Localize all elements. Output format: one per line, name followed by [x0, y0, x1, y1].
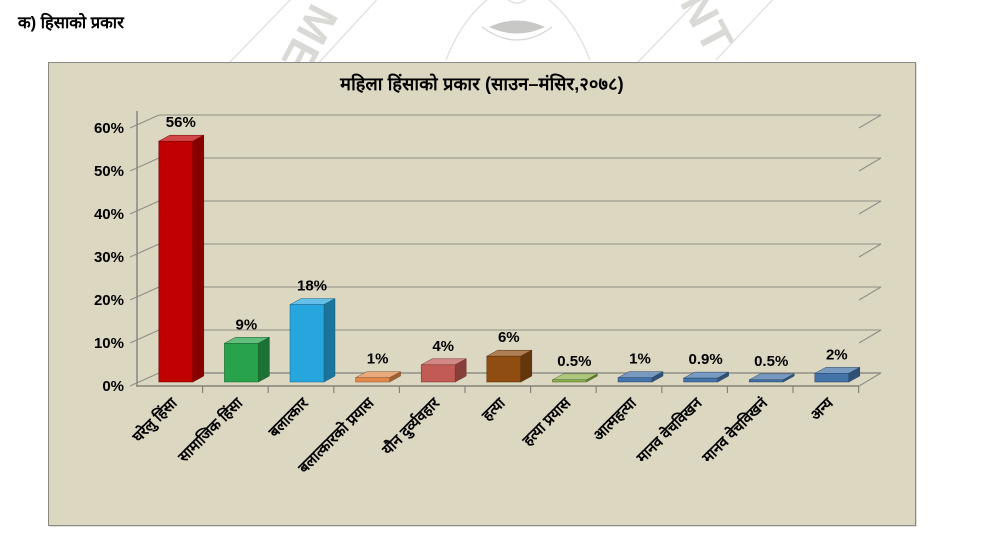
value-label: 0.5%: [754, 353, 788, 370]
side-wall-edge: [858, 243, 882, 258]
value-label: 6%: [498, 329, 520, 346]
bar-chart-plot: 0% 10% 20% 30% 40% 50% 60% 56% घरेलु हिंसा 9% सामा…: [94, 111, 882, 478]
value-label: 4%: [432, 338, 454, 355]
bar-9: [748, 379, 784, 383]
watermark-emblem-lens-icon: [489, 20, 545, 34]
y-tick-label: 10%: [94, 335, 124, 352]
watermark-arc: [548, 0, 591, 61]
category-label: मानव वेचविखनं: [698, 394, 772, 468]
y-tick-label: 40%: [94, 206, 124, 223]
y-axis-tick: [129, 157, 160, 172]
y-tick-label: 0%: [102, 378, 124, 395]
value-label: 9%: [236, 316, 258, 333]
value-label: 0.5%: [557, 353, 591, 370]
y-tick-label: 30%: [94, 249, 124, 266]
letterhead-watermark: ME NT: [227, 0, 774, 68]
value-label: 18%: [297, 278, 327, 295]
watermark-letters-left: ME: [271, 0, 347, 68]
chart-title: महिला हिंसाको प्रकार (साउन–मंसिर,२०७८): [340, 74, 624, 94]
category-label: आत्महत्या: [590, 394, 641, 445]
value-label: 2%: [826, 346, 848, 363]
y-axis-tick: [129, 114, 160, 129]
value-label: 0.9%: [688, 351, 722, 368]
side-wall-edge: [858, 114, 882, 129]
bar-0-side: [192, 134, 205, 383]
watermark-line: [715, 0, 774, 61]
bar-2: [289, 304, 325, 383]
y-tick-label: 20%: [94, 292, 124, 309]
category-label: मानव वेचविखन: [632, 394, 706, 468]
bar-7: [617, 377, 653, 383]
y-axis-tick: [129, 329, 160, 344]
side-wall-edge: [858, 286, 882, 301]
y-axis-tick: [129, 200, 160, 215]
y-tick-label: 50%: [94, 163, 124, 180]
side-wall-edge: [858, 329, 882, 344]
bar-1: [224, 343, 259, 383]
category-label: यौन दुर्व्यवहार: [378, 393, 445, 460]
watermark-letters-right: NT: [670, 0, 743, 62]
value-label: 1%: [629, 351, 651, 368]
side-wall-edge: [858, 200, 882, 215]
category-label: अन्य: [807, 394, 837, 424]
page-header: क) हिसाको प्रकार: [18, 14, 124, 32]
category-label: बलात्कार: [265, 394, 312, 441]
chart-frame: महिला हिंसाको प्रकार (साउन–मंसिर,२०७८) 0…: [48, 62, 916, 526]
value-label: 56%: [166, 114, 196, 131]
bar-5: [486, 355, 522, 383]
side-wall-edge: [858, 372, 882, 387]
bar-0: [158, 140, 194, 383]
category-label: सामाजिक हिंसा: [174, 393, 247, 466]
watermark-arc: [507, 0, 527, 4]
side-wall-edge: [858, 157, 882, 172]
bar-4: [420, 364, 456, 383]
category-label: घरेलु हिंसा: [128, 393, 182, 447]
y-tick-label: 60%: [94, 120, 124, 137]
bar-6: [552, 379, 587, 383]
watermark-line: [227, 0, 292, 65]
watermark-arc: [445, 0, 488, 61]
bar-8: [683, 377, 718, 383]
y-axis-tick: [129, 372, 160, 387]
bar-1-side: [258, 336, 270, 383]
y-axis-tick: [129, 286, 160, 301]
category-label: हत्या: [478, 394, 509, 425]
bar-2-side: [323, 298, 336, 383]
category-label: हत्या प्रयास: [519, 394, 575, 450]
y-axis-tick: [129, 243, 160, 258]
watermark-line: [313, 0, 378, 68]
bar-3: [355, 377, 390, 383]
watermark-emblem-curve: [481, 26, 553, 41]
watermark-line: [635, 0, 700, 65]
value-label: 1%: [367, 351, 389, 368]
bar-10: [814, 373, 850, 383]
